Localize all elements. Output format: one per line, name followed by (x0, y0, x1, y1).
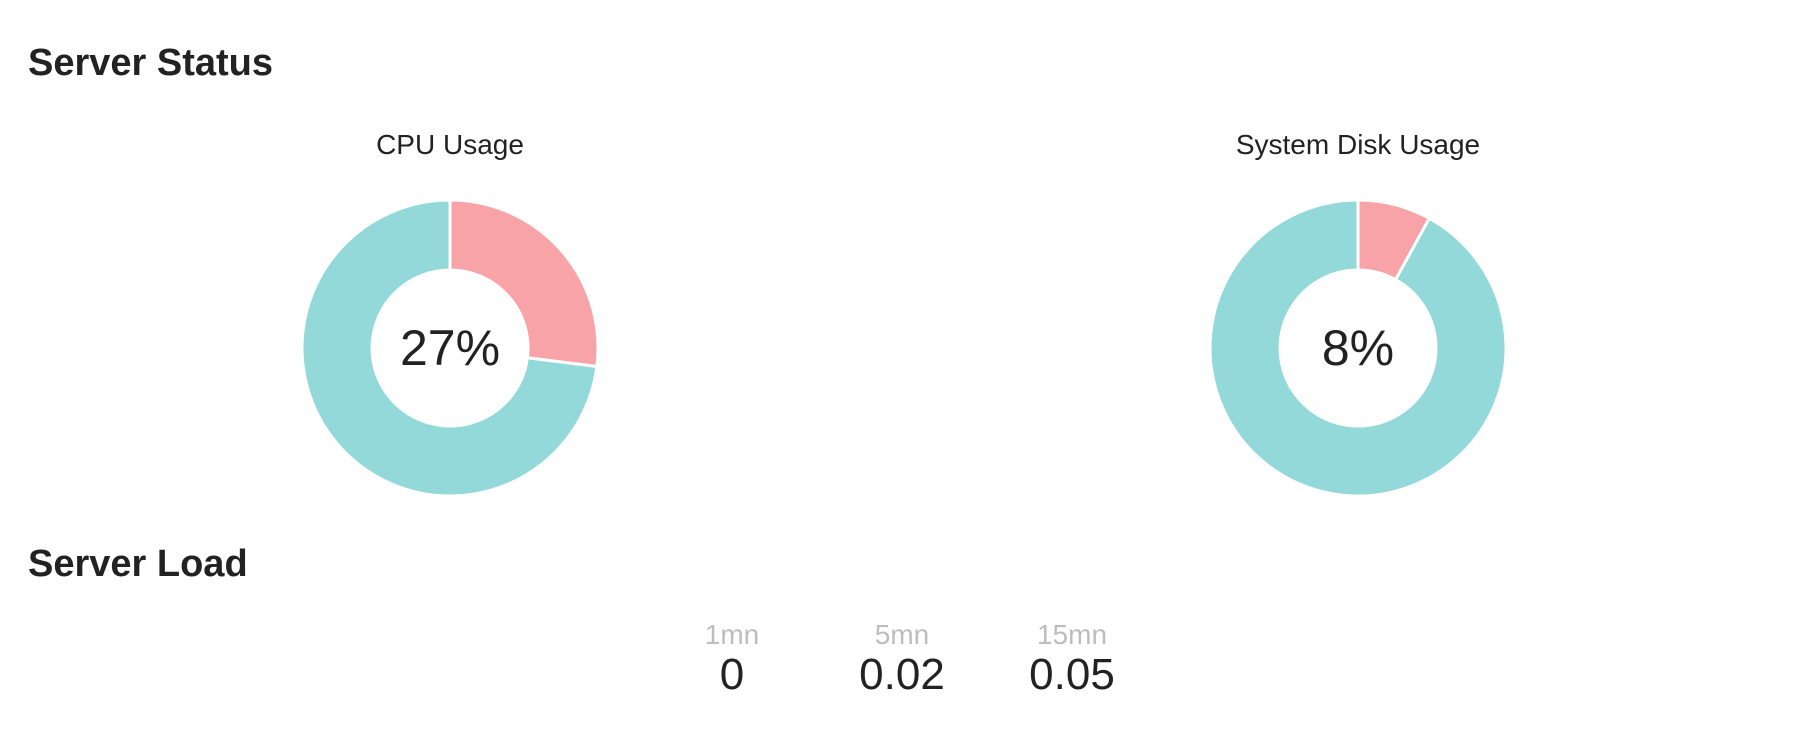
disk-usage-donut (1208, 198, 1508, 498)
cpu-usage-slice-used (448, 198, 600, 369)
load-1mn-value: 0 (719, 649, 745, 699)
load-5mn-label: 5mn (874, 619, 930, 650)
server-load-title: Server Load (28, 543, 248, 585)
cpu-usage-donut (300, 198, 600, 498)
cpu-usage-title: CPU Usage (376, 129, 524, 160)
cpu-usage-slice-free (300, 198, 599, 498)
cpu-usage-chart: CPU Usage 27% (240, 128, 660, 508)
load-15mn: 15mn 0.05 (1017, 619, 1127, 699)
server-status-title: Server Status (28, 42, 274, 84)
load-15mn-label: 15mn (1036, 619, 1108, 650)
disk-usage-slice-free (1208, 198, 1508, 498)
load-1mn: 1mn 0 (677, 619, 787, 699)
load-5mn: 5mn 0.02 (847, 619, 957, 699)
disk-usage-title: System Disk Usage (1235, 129, 1481, 160)
disk-usage-chart: System Disk Usage 8% (1148, 128, 1568, 508)
load-15mn-value: 0.05 (1029, 649, 1115, 699)
load-1mn-label: 1mn (704, 619, 760, 650)
server-load-values: 1mn 0 5mn 0.02 15mn 0.05 (0, 619, 1804, 699)
load-5mn-value: 0.02 (859, 649, 945, 699)
